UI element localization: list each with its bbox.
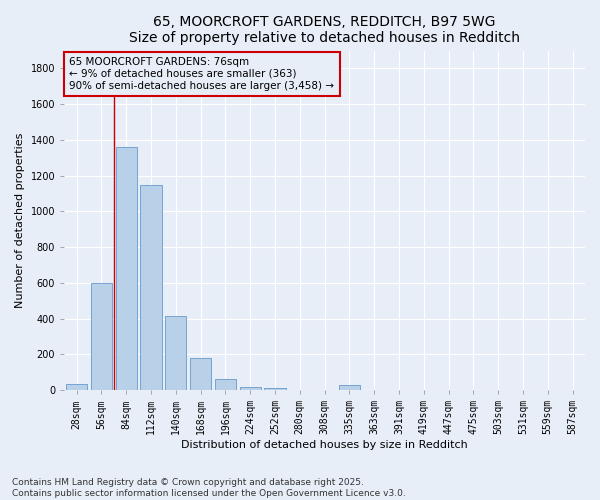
- Bar: [165, 316, 187, 390]
- Text: Contains HM Land Registry data © Crown copyright and database right 2025.
Contai: Contains HM Land Registry data © Crown c…: [12, 478, 406, 498]
- Bar: [116, 147, 137, 390]
- Bar: [239, 386, 261, 390]
- Y-axis label: Number of detached properties: Number of detached properties: [15, 132, 25, 308]
- Bar: [215, 378, 236, 390]
- Bar: [66, 384, 87, 390]
- Bar: [265, 388, 286, 390]
- Bar: [91, 283, 112, 390]
- Bar: [339, 385, 360, 390]
- Text: 65 MOORCROFT GARDENS: 76sqm
← 9% of detached houses are smaller (363)
90% of sem: 65 MOORCROFT GARDENS: 76sqm ← 9% of deta…: [70, 58, 334, 90]
- Bar: [190, 358, 211, 390]
- X-axis label: Distribution of detached houses by size in Redditch: Distribution of detached houses by size …: [181, 440, 468, 450]
- Bar: [140, 186, 161, 390]
- Title: 65, MOORCROFT GARDENS, REDDITCH, B97 5WG
Size of property relative to detached h: 65, MOORCROFT GARDENS, REDDITCH, B97 5WG…: [129, 15, 520, 45]
